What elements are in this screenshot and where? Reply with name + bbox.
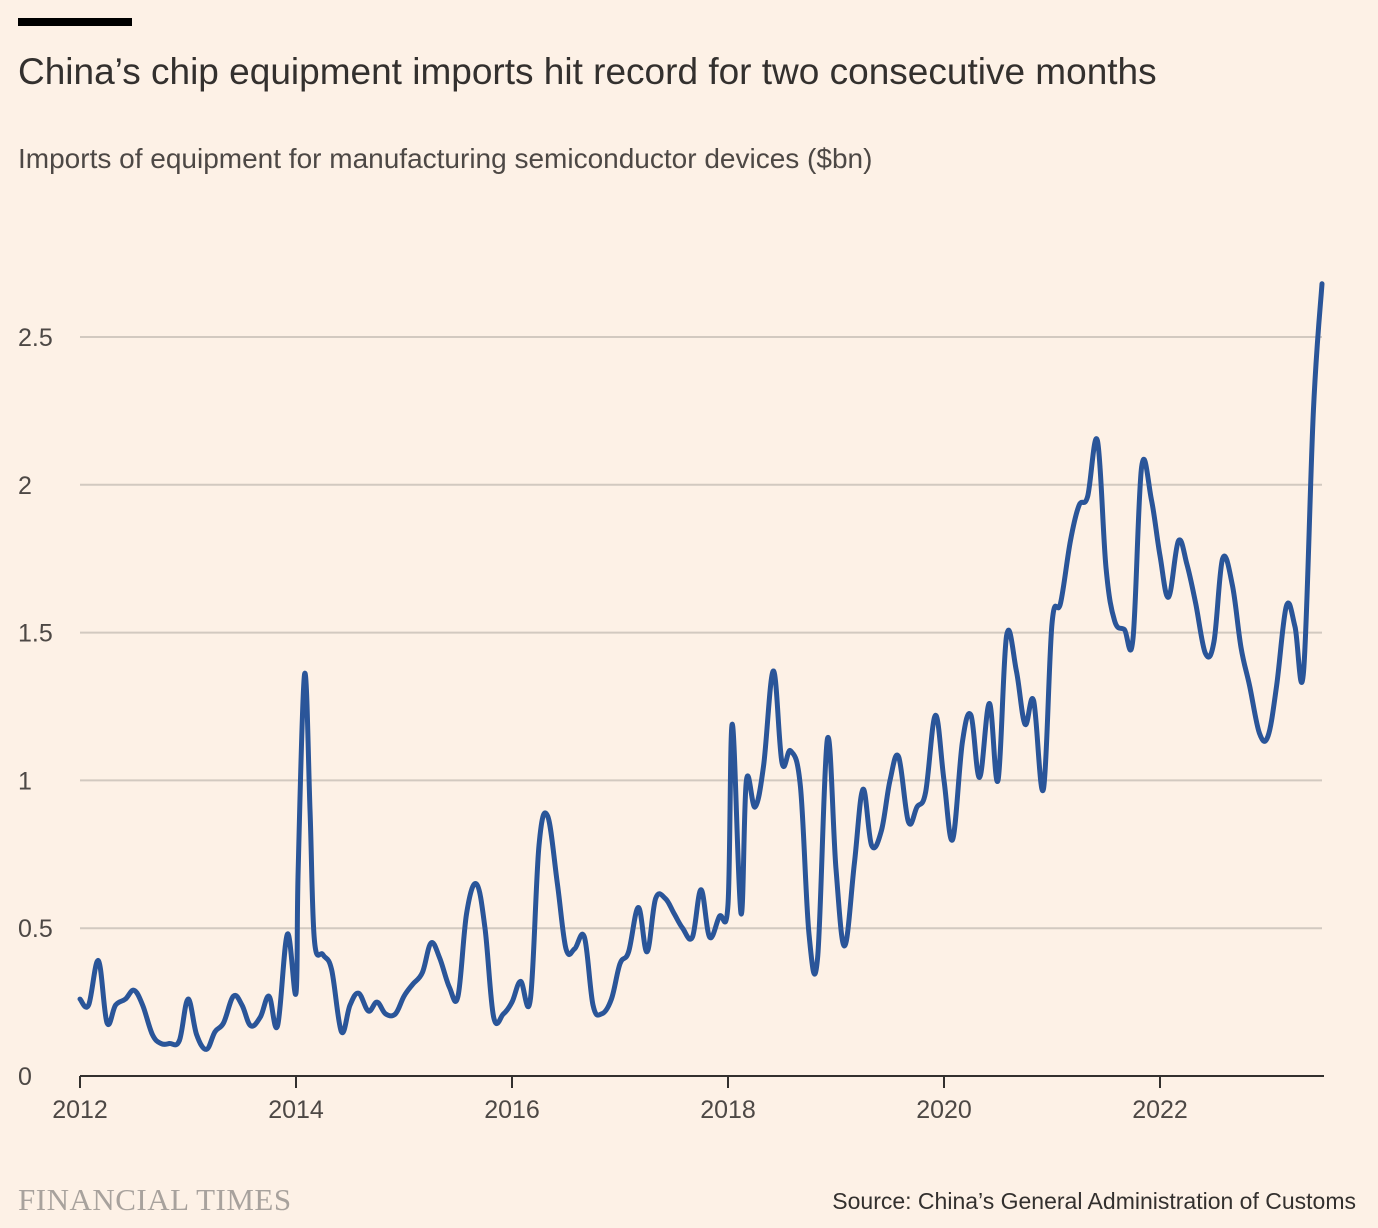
grid-lines: [80, 336, 1322, 930]
line-chart: 2012 2014 2016 2018 2020 2022 0 0.5 1 1.5 2 2.5: [18, 281, 1325, 1124]
source-note: Source: China’s General Administration o…: [832, 1188, 1356, 1214]
y-tick-label: 1: [18, 767, 32, 795]
x-tick-label: 2022: [1132, 1096, 1188, 1124]
x-axis: 2012 2014 2016 2018 2020 2022: [52, 1075, 1324, 1124]
top-rule: [18, 18, 132, 26]
y-axis-labels: 0 0.5 1 1.5 2 2.5: [18, 324, 53, 1091]
chart-title: China’s chip equipment imports hit recor…: [18, 51, 1157, 92]
y-tick-label: 2: [18, 472, 32, 500]
series-line: [77, 281, 1325, 1052]
series-layer: [77, 281, 1325, 1052]
chart-subtitle: Imports of equipment for manufacturing s…: [18, 143, 873, 174]
x-tick-label: 2012: [52, 1096, 108, 1124]
y-tick-label: 0: [18, 1063, 32, 1091]
brand-logo: FINANCIAL TIMES: [18, 1182, 292, 1217]
y-tick-label: 1.5: [18, 620, 53, 648]
y-tick-label: 2.5: [18, 324, 53, 352]
x-tick-label: 2018: [700, 1096, 756, 1124]
y-tick-label: 0.5: [18, 915, 53, 943]
x-tick-label: 2016: [484, 1096, 540, 1124]
x-tick-label: 2020: [916, 1096, 972, 1124]
x-tick-label: 2014: [268, 1096, 324, 1124]
